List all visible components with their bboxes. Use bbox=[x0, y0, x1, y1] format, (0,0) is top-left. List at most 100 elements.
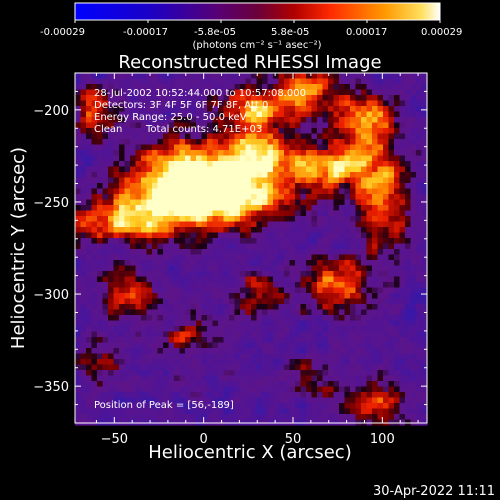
heatmap-cell bbox=[289, 359, 296, 366]
heatmap-cell bbox=[328, 216, 335, 223]
heatmap-cell bbox=[251, 408, 258, 415]
heatmap-cell bbox=[229, 232, 236, 239]
heatmap-cell bbox=[410, 320, 417, 327]
heatmap-cell bbox=[196, 216, 203, 223]
heatmap-cell bbox=[366, 205, 373, 212]
heatmap-cell bbox=[295, 408, 302, 415]
heatmap-cell bbox=[163, 320, 170, 327]
heatmap-cell bbox=[306, 232, 313, 239]
heatmap-cell bbox=[152, 243, 159, 250]
heatmap-cell bbox=[355, 414, 362, 421]
heatmap-cell bbox=[350, 133, 357, 140]
heatmap-cell bbox=[267, 84, 274, 91]
heatmap-cell bbox=[251, 364, 258, 371]
heatmap-cell bbox=[218, 95, 225, 102]
heatmap-cell bbox=[91, 337, 98, 344]
heatmap-cell bbox=[135, 73, 142, 80]
heatmap-cell bbox=[295, 232, 302, 239]
heatmap-cell bbox=[108, 100, 115, 107]
heatmap-cell bbox=[240, 271, 247, 278]
heatmap-cell bbox=[113, 177, 120, 184]
heatmap-cell bbox=[229, 84, 236, 91]
heatmap-cell bbox=[284, 194, 291, 201]
heatmap-cell bbox=[333, 265, 340, 272]
heatmap-cell bbox=[245, 254, 252, 261]
heatmap-cell bbox=[361, 326, 368, 333]
heatmap-cell bbox=[75, 260, 82, 267]
heatmap-cell bbox=[317, 375, 324, 382]
heatmap-cell bbox=[97, 172, 104, 179]
heatmap-cell bbox=[388, 183, 395, 190]
heatmap-cell bbox=[185, 342, 192, 349]
heatmap-cell bbox=[168, 392, 175, 399]
heatmap-cell bbox=[366, 238, 373, 245]
heatmap-cell bbox=[135, 199, 142, 206]
heatmap-cell bbox=[289, 265, 296, 272]
heatmap-cell bbox=[174, 216, 181, 223]
heatmap-cell bbox=[135, 150, 142, 157]
heatmap-cell bbox=[333, 100, 340, 107]
heatmap-cell bbox=[322, 221, 329, 228]
heatmap-cell bbox=[405, 183, 412, 190]
heatmap-cell bbox=[361, 155, 368, 162]
heatmap-cell bbox=[179, 287, 186, 294]
heatmap-cell bbox=[366, 73, 373, 80]
heatmap-cell bbox=[355, 199, 362, 206]
heatmap-cell bbox=[135, 276, 142, 283]
heatmap-cell bbox=[361, 144, 368, 151]
heatmap-cell bbox=[405, 177, 412, 184]
heatmap-cell bbox=[240, 122, 247, 129]
heatmap-cell bbox=[306, 353, 313, 360]
heatmap-cell bbox=[218, 73, 225, 80]
heatmap-cell bbox=[174, 177, 181, 184]
heatmap-cell bbox=[366, 359, 373, 366]
heatmap-cell bbox=[179, 183, 186, 190]
heatmap-cell bbox=[190, 364, 197, 371]
heatmap-cell bbox=[135, 210, 142, 217]
heatmap-cell bbox=[80, 166, 87, 173]
heatmap-cell bbox=[141, 106, 148, 113]
heatmap-cell bbox=[410, 282, 417, 289]
heatmap-cell bbox=[218, 326, 225, 333]
heatmap-cell bbox=[91, 304, 98, 311]
heatmap-cell bbox=[421, 172, 428, 179]
heatmap-cell bbox=[119, 397, 126, 404]
heatmap-cell bbox=[91, 122, 98, 129]
heatmap-cell bbox=[201, 249, 208, 256]
heatmap-cell bbox=[421, 282, 428, 289]
heatmap-cell bbox=[399, 326, 406, 333]
heatmap-cell bbox=[405, 194, 412, 201]
heatmap-cell bbox=[146, 216, 153, 223]
heatmap-cell bbox=[361, 89, 368, 96]
heatmap-cell bbox=[130, 375, 137, 382]
heatmap-cell bbox=[113, 260, 120, 267]
heatmap-cell bbox=[361, 304, 368, 311]
heatmap-cell bbox=[355, 188, 362, 195]
heatmap-cell bbox=[185, 375, 192, 382]
heatmap-cell bbox=[234, 287, 241, 294]
heatmap-cell bbox=[212, 106, 219, 113]
heatmap-cell bbox=[256, 183, 263, 190]
heatmap-cell bbox=[102, 381, 109, 388]
heatmap-cell bbox=[124, 403, 131, 410]
heatmap-cell bbox=[157, 188, 164, 195]
heatmap-cell bbox=[416, 150, 423, 157]
heatmap-cell bbox=[355, 348, 362, 355]
colorbar-gradient bbox=[74, 2, 441, 21]
heatmap-cell bbox=[234, 386, 241, 393]
heatmap-cell bbox=[108, 144, 115, 151]
heatmap-cell bbox=[278, 403, 285, 410]
heatmap-cell bbox=[339, 100, 346, 107]
heatmap-cell bbox=[350, 78, 357, 85]
heatmap-cell bbox=[179, 331, 186, 338]
heatmap-cell bbox=[339, 260, 346, 267]
heatmap-cell bbox=[372, 177, 379, 184]
heatmap-cell bbox=[141, 128, 148, 135]
heatmap-cell bbox=[306, 342, 313, 349]
heatmap-cell bbox=[394, 337, 401, 344]
heatmap-cell bbox=[212, 194, 219, 201]
heatmap-cell bbox=[185, 172, 192, 179]
heatmap-cell bbox=[262, 221, 269, 228]
heatmap-cell bbox=[168, 100, 175, 107]
heatmap-cell bbox=[234, 111, 241, 118]
